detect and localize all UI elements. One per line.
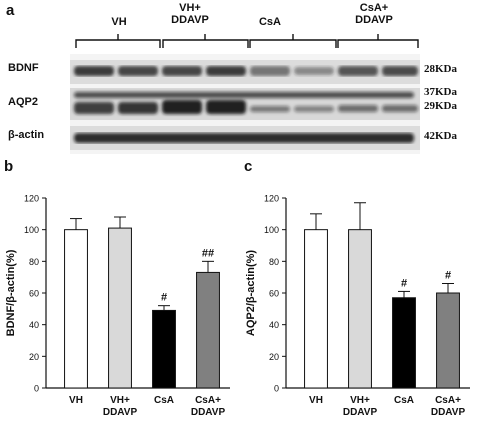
bracket-csa-ddavp xyxy=(337,34,419,48)
y-tick-label: 120 xyxy=(264,194,279,204)
y-tick-label: 100 xyxy=(24,225,39,235)
bar xyxy=(304,229,328,389)
category-label: CsA+ xyxy=(195,395,221,406)
y-tick-label: 60 xyxy=(269,289,279,299)
group-brackets xyxy=(75,34,419,48)
group-label-vh-ddavp: VH+ DDAVP xyxy=(171,2,209,26)
blot-label-bdnf: BDNF xyxy=(8,62,39,74)
category-label: VH xyxy=(309,395,323,406)
y-tick-label: 0 xyxy=(274,384,279,394)
y-tick-label: 120 xyxy=(24,194,39,204)
bar xyxy=(392,297,416,389)
bar xyxy=(436,292,460,389)
y-tick-label: 20 xyxy=(269,352,279,362)
y-tick-label: 100 xyxy=(264,225,279,235)
panel-b-letter: b xyxy=(4,158,14,175)
category-label: DDAVP xyxy=(103,407,138,418)
category-label: DDAVP xyxy=(343,407,378,418)
western-blot-image xyxy=(70,54,420,154)
significance-label: # xyxy=(401,277,407,289)
panel-a-letter: a xyxy=(6,2,15,19)
category-label: CsA xyxy=(154,395,174,406)
significance-label: ## xyxy=(202,247,214,259)
bar xyxy=(108,227,132,389)
category-label: DDAVP xyxy=(191,407,226,418)
significance-label: # xyxy=(161,292,167,304)
group-label-vh: VH xyxy=(111,16,127,28)
group-label-csa: CsA xyxy=(258,16,281,28)
y-tick-label: 40 xyxy=(29,320,39,330)
kda-aqp2-37: 37KDa xyxy=(424,86,457,98)
category-label: VH+ xyxy=(110,395,130,406)
bracket-vh xyxy=(75,34,161,48)
blot-label-aqp2: AQP2 xyxy=(8,96,38,108)
y-tick-label: 80 xyxy=(269,257,279,267)
kda-beta-actin: 42KDa xyxy=(424,130,457,142)
y-tick-label: 40 xyxy=(269,320,279,330)
y-tick-label: 80 xyxy=(29,257,39,267)
y-tick-label: 20 xyxy=(29,352,39,362)
category-label: CsA+ xyxy=(435,395,461,406)
category-label: VH+ xyxy=(350,395,370,406)
bar xyxy=(348,229,372,389)
group-label-csa-ddavp: CsA+ DDAVP xyxy=(355,2,393,26)
y-tick-label: 60 xyxy=(29,289,39,299)
category-label: DDAVP xyxy=(431,407,466,418)
blot-label-beta-actin: β-actin xyxy=(8,129,45,141)
bar xyxy=(196,271,220,389)
category-label: CsA xyxy=(394,395,414,406)
bracket-csa xyxy=(249,34,337,48)
kda-aqp2-29: 29KDa xyxy=(424,100,457,112)
kda-bdnf: 28KDa xyxy=(424,63,457,75)
y-axis-label: BDNF/β-actin(%) xyxy=(5,249,17,336)
bar xyxy=(64,229,88,389)
panel-c-letter: c xyxy=(244,158,253,175)
category-label: VH xyxy=(69,395,83,406)
significance-label: # xyxy=(445,270,451,282)
bracket-vh-ddavp xyxy=(162,34,249,48)
bar xyxy=(152,309,176,389)
y-tick-label: 0 xyxy=(34,384,39,394)
y-axis-label: AQP2/β-actin(%) xyxy=(245,250,257,337)
